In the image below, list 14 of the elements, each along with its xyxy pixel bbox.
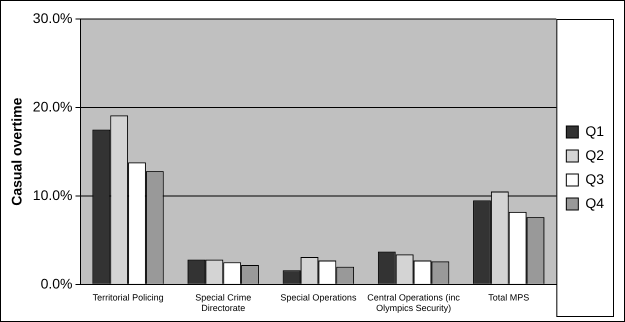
x-tick-label: Central Operations (inc Olympics Security) <box>367 292 460 314</box>
legend-label: Q2 <box>585 146 604 163</box>
x-tick-label: Territorial Policing <box>92 292 164 302</box>
y-tick-label: 10.0% <box>32 186 72 203</box>
legend-label: Q1 <box>585 122 604 139</box>
y-tick-label: 20.0% <box>32 98 72 114</box>
y-axis-title: Casual overtime <box>8 97 24 206</box>
legend-label: Q3 <box>585 170 604 187</box>
x-tick-label: Special Operations <box>280 292 357 302</box>
x-tick-label: Special Crime Directorate <box>195 292 252 314</box>
y-tick-label: 30.0% <box>32 10 72 26</box>
x-tick-label: Total MPS <box>488 292 530 302</box>
legend-label: Q4 <box>585 194 604 211</box>
y-tick-label: 0.0% <box>40 275 72 292</box>
